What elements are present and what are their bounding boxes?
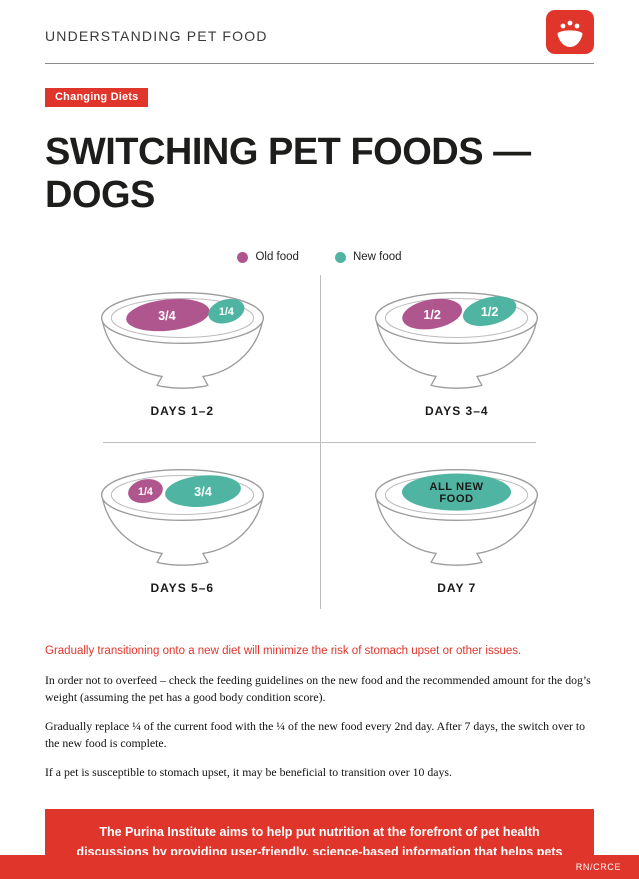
bowl-days-5-6: 1/4 3/4 DAYS 5–6: [45, 436, 320, 613]
legend-item-old-food: Old food: [237, 251, 299, 263]
body-paragraph: If a pet is susceptible to stomach upset…: [45, 765, 452, 780]
new-food-portion: [164, 475, 241, 507]
legend: Old food New food: [45, 251, 594, 263]
svg-text:FOOD: FOOD: [440, 493, 474, 505]
section-badge: Changing Diets: [45, 88, 149, 107]
new-food-portion: [402, 473, 512, 511]
svg-text:1/4: 1/4: [138, 486, 153, 498]
svg-text:ALL NEW: ALL NEW: [430, 481, 484, 493]
bowl-grid: 3/4 1/4 DAYS 1–2 1/2 1/2: [45, 271, 594, 613]
horizontal-divider: [103, 442, 536, 443]
bowl-caption: DAYS 5–6: [150, 581, 215, 595]
bottom-bar: RN/CRCE: [0, 855, 639, 879]
bowl-illustration: 1/2 1/2: [375, 291, 539, 389]
bowl-caption: DAYS 1–2: [150, 404, 215, 418]
svg-text:3/4: 3/4: [194, 485, 212, 499]
body-paragraph: In order not to overfeed – check the fee…: [45, 673, 591, 704]
bowl-days-1-2: 3/4 1/4 DAYS 1–2: [45, 271, 320, 436]
old-food-portion: [127, 479, 163, 504]
legend-label-new: New food: [352, 251, 402, 263]
page-title: SWITCHING PET FOODS — DOGS: [45, 131, 531, 216]
bowl-illustration: 3/4 1/4: [100, 291, 264, 389]
pet-food-bowl-icon: [546, 10, 594, 59]
bowl-caption: DAY 7: [437, 581, 477, 595]
old-food-portion: [402, 298, 463, 330]
svg-text:3/4: 3/4: [158, 309, 176, 323]
header: UNDERSTANDING PET FOOD: [45, 0, 594, 59]
svg-text:1/4: 1/4: [219, 306, 234, 318]
svg-text:1/2: 1/2: [481, 305, 499, 319]
new-food-portion: [208, 298, 245, 324]
intro-highlight-text: Gradually transitioning onto a new diet …: [45, 645, 522, 657]
bowl-illustration: 1/4 3/4: [100, 468, 264, 566]
body-paragraph: Gradually replace ¼ of the current food …: [45, 719, 586, 750]
bowl-illustration: ALL NEW FOOD: [375, 468, 539, 566]
bowl-day-7: ALL NEW FOOD DAY 7: [320, 436, 595, 613]
legend-item-new-food: New food: [334, 251, 402, 263]
legend-label-old: Old food: [255, 251, 299, 263]
header-rule: [45, 63, 594, 64]
new-food-dot-icon: [334, 251, 346, 263]
bowl-days-3-4: 1/2 1/2 DAYS 3–4: [320, 271, 595, 436]
old-food-dot-icon: [237, 251, 249, 263]
svg-text:1/2: 1/2: [424, 308, 442, 322]
old-food-portion: [125, 298, 210, 332]
document-title: UNDERSTANDING PET FOOD: [45, 28, 268, 44]
new-food-portion: [463, 296, 517, 326]
bowl-caption: DAYS 3–4: [424, 404, 489, 418]
document-code: RN/CRCE: [575, 862, 621, 872]
